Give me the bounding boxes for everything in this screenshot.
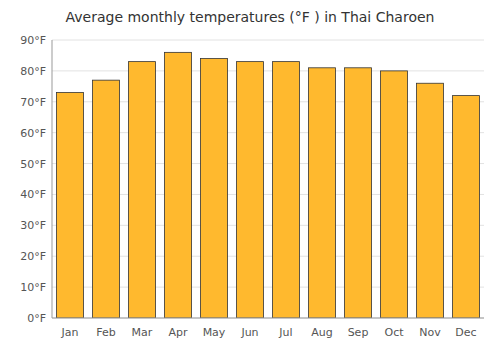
x-tick-label: Aug [311,326,332,339]
chart-container: Average monthly temperatures (°F ) in Th… [0,0,500,350]
bar [453,96,480,318]
bar [201,59,228,318]
y-tick-label: 0°F [27,312,46,325]
y-tick-label: 90°F [20,34,46,47]
x-tick-label: Feb [96,326,115,339]
x-tick-label: Nov [419,326,441,339]
grid [52,40,484,318]
x-axis [52,318,484,319]
bar [417,83,444,318]
bar [129,62,156,318]
bar [273,62,300,318]
x-tick-label: Jun [240,326,258,339]
y-axis [52,40,53,318]
x-tick-label: Apr [168,326,188,339]
bars [57,52,480,318]
grid-line [52,70,484,71]
x-tick-label: May [203,326,226,339]
x-tick-label: Mar [132,326,153,339]
bar [237,62,264,318]
bar [345,68,372,318]
y-tick-label: 70°F [20,96,46,109]
bar [93,80,120,318]
y-tick-label: 30°F [20,219,46,232]
title: Average monthly temperatures (°F ) in Th… [66,9,435,25]
y-tick-label: 40°F [20,188,46,201]
y-tick-label: 20°F [20,250,46,263]
x-tick-label: Oct [384,326,404,339]
chart: Average monthly temperatures (°F ) in Th… [0,0,500,350]
grid-line [52,40,484,41]
bar [165,52,192,318]
x-tick-label: Sep [348,326,369,339]
y-tick-label: 80°F [20,65,46,78]
y-tick-label: 10°F [20,281,46,294]
grid-line [52,318,484,319]
y-tick-label: 60°F [20,127,46,140]
x-tick-label: Jul [278,326,292,339]
x-tick-label: Jan [61,326,79,339]
x-tick-label: Dec [455,326,476,339]
bar [381,71,408,318]
bar [57,93,84,318]
bar [309,68,336,318]
y-tick-label: 50°F [20,158,46,171]
